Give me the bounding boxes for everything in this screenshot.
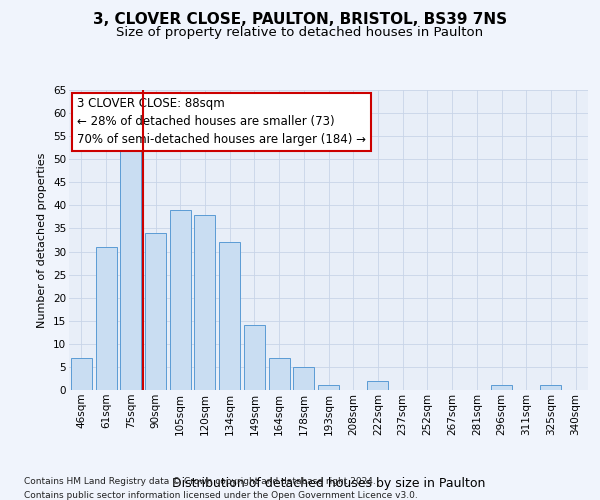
- Text: Contains public sector information licensed under the Open Government Licence v3: Contains public sector information licen…: [24, 491, 418, 500]
- Text: 3, CLOVER CLOSE, PAULTON, BRISTOL, BS39 7NS: 3, CLOVER CLOSE, PAULTON, BRISTOL, BS39 …: [93, 12, 507, 28]
- Text: Size of property relative to detached houses in Paulton: Size of property relative to detached ho…: [116, 26, 484, 39]
- Bar: [170, 210, 191, 390]
- Text: 3 CLOVER CLOSE: 88sqm
← 28% of detached houses are smaller (73)
70% of semi-deta: 3 CLOVER CLOSE: 88sqm ← 28% of detached …: [77, 98, 366, 146]
- Bar: [491, 386, 512, 390]
- Bar: [219, 242, 240, 390]
- Text: Contains HM Land Registry data © Crown copyright and database right 2024.: Contains HM Land Registry data © Crown c…: [24, 478, 376, 486]
- Bar: [145, 233, 166, 390]
- Bar: [194, 214, 215, 390]
- Bar: [95, 247, 116, 390]
- Bar: [541, 386, 562, 390]
- X-axis label: Distribution of detached houses by size in Paulton: Distribution of detached houses by size …: [172, 476, 485, 490]
- Y-axis label: Number of detached properties: Number of detached properties: [37, 152, 47, 328]
- Bar: [367, 381, 388, 390]
- Bar: [269, 358, 290, 390]
- Bar: [318, 386, 339, 390]
- Bar: [293, 367, 314, 390]
- Bar: [71, 358, 92, 390]
- Bar: [244, 326, 265, 390]
- Bar: [120, 150, 141, 390]
